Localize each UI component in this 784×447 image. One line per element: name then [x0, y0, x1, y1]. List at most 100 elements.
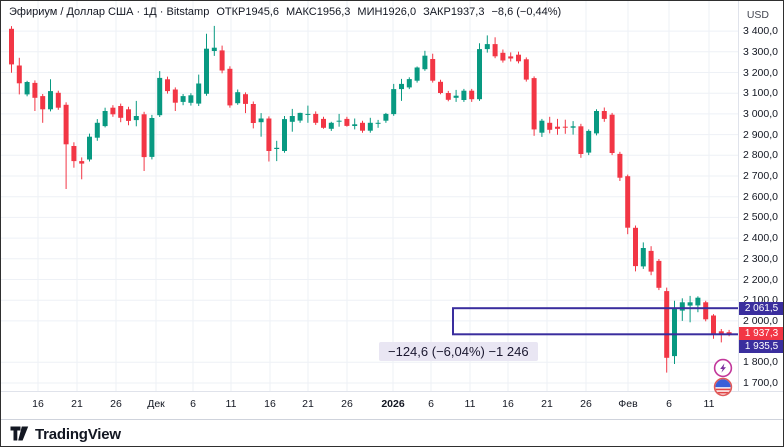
candle[interactable]: [235, 89, 241, 105]
candle[interactable]: [9, 26, 14, 73]
candle[interactable]: [578, 123, 584, 158]
candle[interactable]: [461, 88, 467, 102]
symbol-title[interactable]: Эфириум / Доллар США · 1Д · Bitstamp: [9, 6, 210, 18]
tradingview-logo-text[interactable]: TradingView: [35, 425, 121, 443]
candlestick-chart[interactable]: [1, 1, 738, 391]
candle[interactable]: [664, 287, 670, 373]
lightning-icon[interactable]: [713, 358, 733, 378]
candle[interactable]: [188, 93, 194, 106]
candle[interactable]: [453, 89, 459, 102]
candle[interactable]: [79, 157, 85, 180]
candle[interactable]: [258, 113, 264, 137]
candle[interactable]: [422, 50, 428, 71]
candle[interactable]: [219, 45, 225, 74]
candle[interactable]: [102, 107, 108, 128]
candle[interactable]: [48, 79, 53, 112]
candle[interactable]: [24, 80, 30, 97]
time-axis[interactable]: 16 21 26 Дек 6 11 16 21 26 2026 6 11 16 21 26 Фев 6 11: [1, 391, 783, 419]
candle[interactable]: [508, 52, 514, 62]
price-range-measure-label[interactable]: −124,6 (−6,04%) −1 246: [379, 342, 538, 361]
candle[interactable]: [110, 105, 116, 117]
candle[interactable]: [180, 94, 186, 106]
candle[interactable]: [274, 140, 280, 162]
candle[interactable]: [570, 121, 576, 135]
candle[interactable]: [648, 246, 654, 276]
candle[interactable]: [321, 116, 326, 129]
candle[interactable]: [172, 87, 178, 111]
candle[interactable]: [289, 108, 295, 132]
candle[interactable]: [555, 118, 560, 135]
price-axis[interactable]: USD 3 400,0 3 300,0 3 200,0 3 100,0 3 000,0 2…: [738, 1, 783, 419]
candle[interactable]: [328, 121, 334, 131]
candle[interactable]: [94, 119, 100, 141]
candle[interactable]: [399, 78, 404, 101]
candle[interactable]: [625, 174, 631, 235]
candle[interactable]: [523, 57, 529, 82]
candle[interactable]: [227, 66, 233, 108]
candle[interactable]: [695, 296, 701, 313]
candle[interactable]: [609, 112, 615, 156]
candle[interactable]: [601, 107, 607, 122]
candle[interactable]: [430, 53, 436, 83]
candle[interactable]: [157, 71, 163, 117]
candle[interactable]: [672, 300, 677, 364]
globe-flag-icon[interactable]: [713, 377, 733, 397]
candle[interactable]: [336, 113, 342, 127]
candle[interactable]: [492, 37, 498, 59]
candle[interactable]: [484, 35, 490, 53]
candle[interactable]: [305, 105, 311, 123]
candle[interactable]: [469, 88, 475, 102]
candle[interactable]: [344, 116, 350, 127]
candle[interactable]: [297, 112, 303, 123]
candle[interactable]: [352, 118, 358, 130]
candle[interactable]: [360, 120, 365, 133]
candle[interactable]: [211, 25, 217, 56]
candle[interactable]: [414, 66, 420, 83]
candle[interactable]: [367, 117, 373, 133]
candle[interactable]: [594, 109, 599, 136]
candle[interactable]: [313, 111, 319, 125]
candle[interactable]: [71, 142, 77, 168]
candle[interactable]: [63, 102, 69, 189]
candle[interactable]: [679, 298, 685, 321]
candle[interactable]: [250, 101, 256, 129]
candle[interactable]: [531, 76, 537, 136]
candle[interactable]: [282, 116, 287, 153]
candle[interactable]: [196, 74, 202, 106]
candle[interactable]: [118, 103, 124, 123]
tradingview-logo-icon[interactable]: [10, 426, 29, 442]
candle[interactable]: [718, 329, 724, 343]
candle[interactable]: [391, 83, 397, 116]
candle[interactable]: [32, 80, 38, 111]
candle[interactable]: [55, 90, 61, 110]
candle[interactable]: [516, 51, 521, 64]
candle[interactable]: [438, 79, 443, 95]
candle[interactable]: [165, 76, 170, 94]
candle[interactable]: [383, 112, 389, 123]
candle[interactable]: [703, 300, 709, 322]
candle[interactable]: [406, 77, 412, 90]
candle[interactable]: [375, 119, 381, 128]
candle[interactable]: [40, 94, 46, 123]
candle[interactable]: [617, 151, 623, 181]
candle[interactable]: [141, 111, 147, 171]
candle[interactable]: [133, 100, 139, 127]
candle[interactable]: [547, 116, 553, 134]
candle[interactable]: [633, 225, 638, 272]
candle[interactable]: [266, 116, 272, 162]
candle[interactable]: [640, 242, 646, 269]
price-range-rectangle[interactable]: [452, 307, 738, 336]
candle[interactable]: [243, 92, 248, 114]
candle[interactable]: [562, 119, 568, 134]
candle[interactable]: [656, 259, 662, 291]
candles-series[interactable]: [9, 25, 732, 373]
chart-area[interactable]: Эфириум / Доллар США · 1Д · Bitstamp ОТК…: [1, 1, 738, 391]
candle[interactable]: [87, 133, 92, 162]
candle[interactable]: [204, 33, 209, 96]
candle[interactable]: [539, 118, 545, 137]
candle[interactable]: [445, 90, 451, 102]
candle[interactable]: [149, 114, 155, 160]
candle[interactable]: [586, 129, 592, 156]
candle[interactable]: [477, 43, 482, 101]
candle[interactable]: [500, 49, 506, 63]
